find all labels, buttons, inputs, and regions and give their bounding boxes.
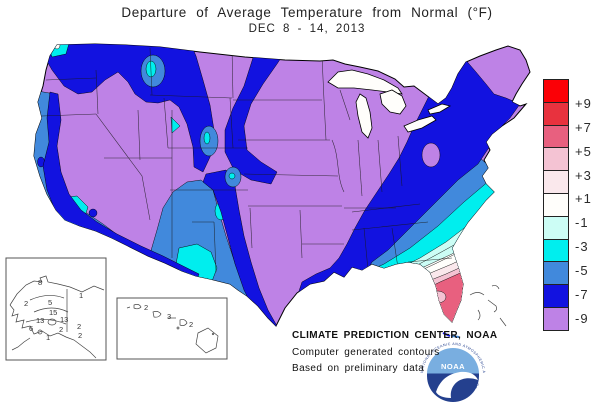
lake-huron bbox=[379, 89, 407, 115]
legend-swatch-pink bbox=[543, 147, 569, 172]
contour-cyan-idaho-spot bbox=[170, 116, 181, 134]
legend-swatch-rose bbox=[543, 124, 569, 149]
legend-swatch-purple bbox=[543, 306, 569, 331]
svg-text:2: 2 bbox=[78, 331, 82, 340]
date-range: DEC 8 - 14, 2013 bbox=[248, 23, 366, 35]
legend-label-m3: -3 bbox=[575, 239, 589, 254]
contour-darkblue-northwest bbox=[43, 44, 215, 173]
legend-label-p5: +5 bbox=[575, 144, 592, 159]
svg-text:2: 2 bbox=[24, 299, 28, 308]
page-title: Departure of Average Temperature from No… bbox=[121, 5, 493, 20]
svg-text:6: 6 bbox=[29, 324, 33, 333]
legend-label-p9: +9 bbox=[575, 96, 592, 111]
legend-colorbar bbox=[543, 79, 569, 331]
lake-superior bbox=[327, 69, 403, 95]
legend-swatch-red bbox=[543, 79, 569, 103]
legend-swatch-palecyan bbox=[543, 215, 569, 240]
state-borders bbox=[41, 47, 453, 273]
great-lakes bbox=[327, 69, 452, 139]
legend-swatch-mediumblue bbox=[543, 261, 569, 286]
credit-line-contours: Computer generated contours bbox=[292, 347, 440, 358]
contour-darkblue-socal-spot bbox=[88, 208, 98, 218]
svg-text:3: 3 bbox=[167, 312, 171, 321]
hawaii-inset-box bbox=[116, 297, 228, 360]
legend-label-m7: -7 bbox=[575, 287, 589, 302]
noaa-logo-sky bbox=[427, 348, 479, 374]
svg-text:13: 13 bbox=[36, 316, 44, 325]
legend-swatch-white bbox=[543, 192, 569, 217]
lake-erie bbox=[403, 115, 437, 133]
svg-text:2: 2 bbox=[144, 303, 148, 312]
legend-label-p3: +3 bbox=[575, 168, 592, 183]
contour-darkblue-texas bbox=[202, 169, 282, 326]
legend-swatch-cyan bbox=[543, 238, 569, 263]
hawaii-inset: 2 3 2 bbox=[116, 297, 228, 360]
legend-swatch-darkblue bbox=[543, 284, 569, 308]
lake-ontario bbox=[427, 103, 452, 115]
svg-text:2: 2 bbox=[189, 320, 193, 329]
legend-label-p1: +1 bbox=[575, 191, 592, 206]
alaska-inset: 8 1 2 5 15 13 13 6 2 2 2 1 bbox=[5, 257, 107, 361]
credit-line-prelim: Based on preliminary data bbox=[292, 363, 425, 374]
lake-michigan bbox=[355, 93, 373, 139]
contour-cyan-colorado bbox=[203, 131, 211, 145]
svg-text:2: 2 bbox=[59, 325, 63, 334]
alaska-contour-labels: 8 1 2 5 15 13 13 6 2 2 2 1 bbox=[24, 278, 83, 342]
svg-text:1: 1 bbox=[46, 333, 50, 342]
legend-label-m1: -1 bbox=[575, 215, 589, 230]
noaa-logo-wordmark: NOAA bbox=[441, 362, 465, 371]
legend-label-m9: -9 bbox=[575, 311, 589, 326]
legend-swatch-crimson bbox=[543, 101, 569, 126]
legend-label-p7: +7 bbox=[575, 120, 592, 135]
svg-text:2: 2 bbox=[77, 322, 81, 331]
alaska-outline bbox=[9, 275, 105, 359]
hawaii-islands-outline bbox=[126, 303, 219, 354]
contour-cyan-kansas bbox=[228, 172, 236, 180]
noaa-logo-bird-icon bbox=[436, 371, 478, 398]
bahamas-outlines bbox=[469, 285, 507, 327]
legend-label-m5: -5 bbox=[575, 263, 589, 278]
florida-keys-marks bbox=[442, 332, 460, 338]
svg-text:13: 13 bbox=[60, 315, 68, 324]
svg-text:8: 8 bbox=[38, 278, 42, 287]
svg-text:15: 15 bbox=[49, 308, 57, 317]
credit-line-source: CLIMATE PREDICTION CENTER, NOAA bbox=[292, 330, 498, 341]
contour-purple-maryland-pocket bbox=[421, 142, 441, 168]
svg-text:1: 1 bbox=[79, 291, 83, 300]
legend-swatch-palepink bbox=[543, 170, 569, 194]
svg-text:5: 5 bbox=[48, 298, 52, 307]
hawaii-contour-labels: 2 3 2 bbox=[144, 303, 193, 329]
contour-darkblue-plains bbox=[224, 44, 291, 185]
